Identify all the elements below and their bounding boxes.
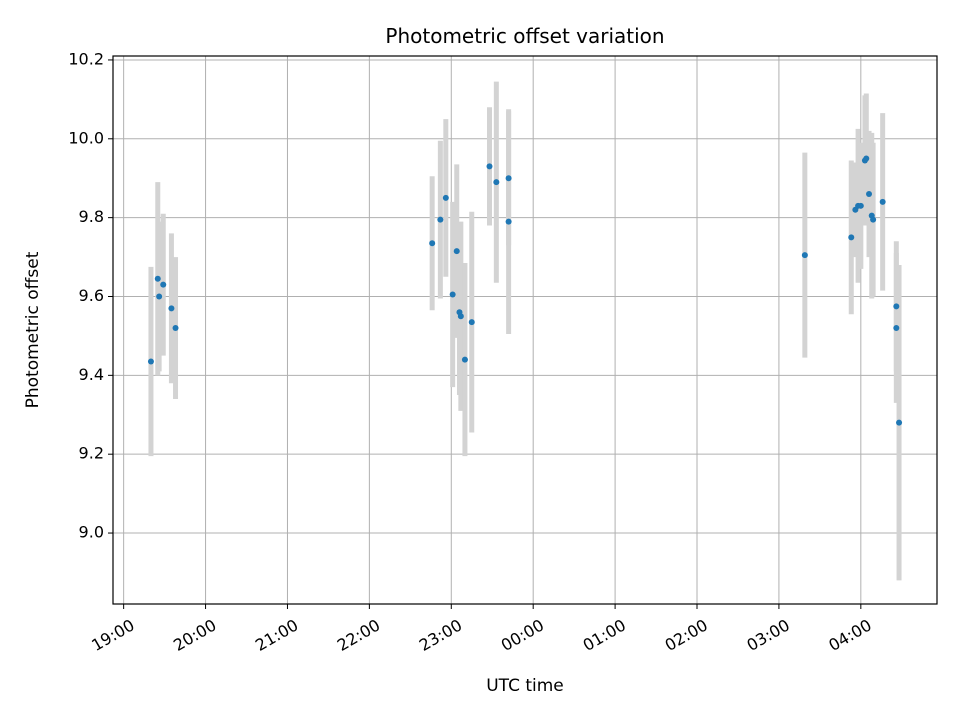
data-point <box>893 303 900 310</box>
data-point <box>857 202 864 209</box>
plot-area-background <box>113 56 937 604</box>
y-tick-label: 9.2 <box>79 444 104 463</box>
data-point <box>863 155 870 162</box>
data-point <box>437 216 444 223</box>
data-point <box>505 175 512 182</box>
data-point <box>896 419 903 426</box>
data-point <box>429 240 436 247</box>
plot-frame <box>112 55 938 605</box>
data-point <box>160 281 167 288</box>
data-point <box>505 218 512 225</box>
data-point <box>493 179 500 186</box>
y-axis-label: Photometric offset <box>23 251 43 408</box>
data-point <box>156 293 163 300</box>
data-point <box>461 356 468 363</box>
data-point <box>449 291 456 298</box>
data-point <box>848 234 855 241</box>
grid-lines <box>113 56 937 604</box>
y-tick-label: 10.0 <box>68 128 104 147</box>
data-point <box>168 305 175 312</box>
x-axis-label: UTC time <box>486 676 564 696</box>
y-axis-ticks: 9.0 9.2 9.4 9.6 9.8 10.0 10.2 <box>68 49 113 542</box>
y-tick-label: 9.8 <box>79 207 104 226</box>
chart-title: Photometric offset variation <box>385 24 664 48</box>
data-point <box>879 198 886 205</box>
data-point <box>801 252 808 259</box>
data-point <box>457 313 464 320</box>
data-points <box>147 155 903 426</box>
data-point <box>866 190 873 197</box>
data-point <box>468 319 475 326</box>
data-point <box>486 163 493 170</box>
data-point <box>442 194 449 201</box>
y-tick-label: 9.6 <box>79 286 104 305</box>
data-point <box>154 275 161 282</box>
data-point <box>870 216 877 223</box>
y-tick-label: 9.4 <box>79 365 104 384</box>
data-point <box>147 358 154 365</box>
data-point <box>172 325 179 332</box>
data-point <box>893 325 900 332</box>
y-tick-label: 9.0 <box>79 523 104 542</box>
y-tick-label: 10.2 <box>68 49 104 68</box>
data-point <box>453 248 460 255</box>
